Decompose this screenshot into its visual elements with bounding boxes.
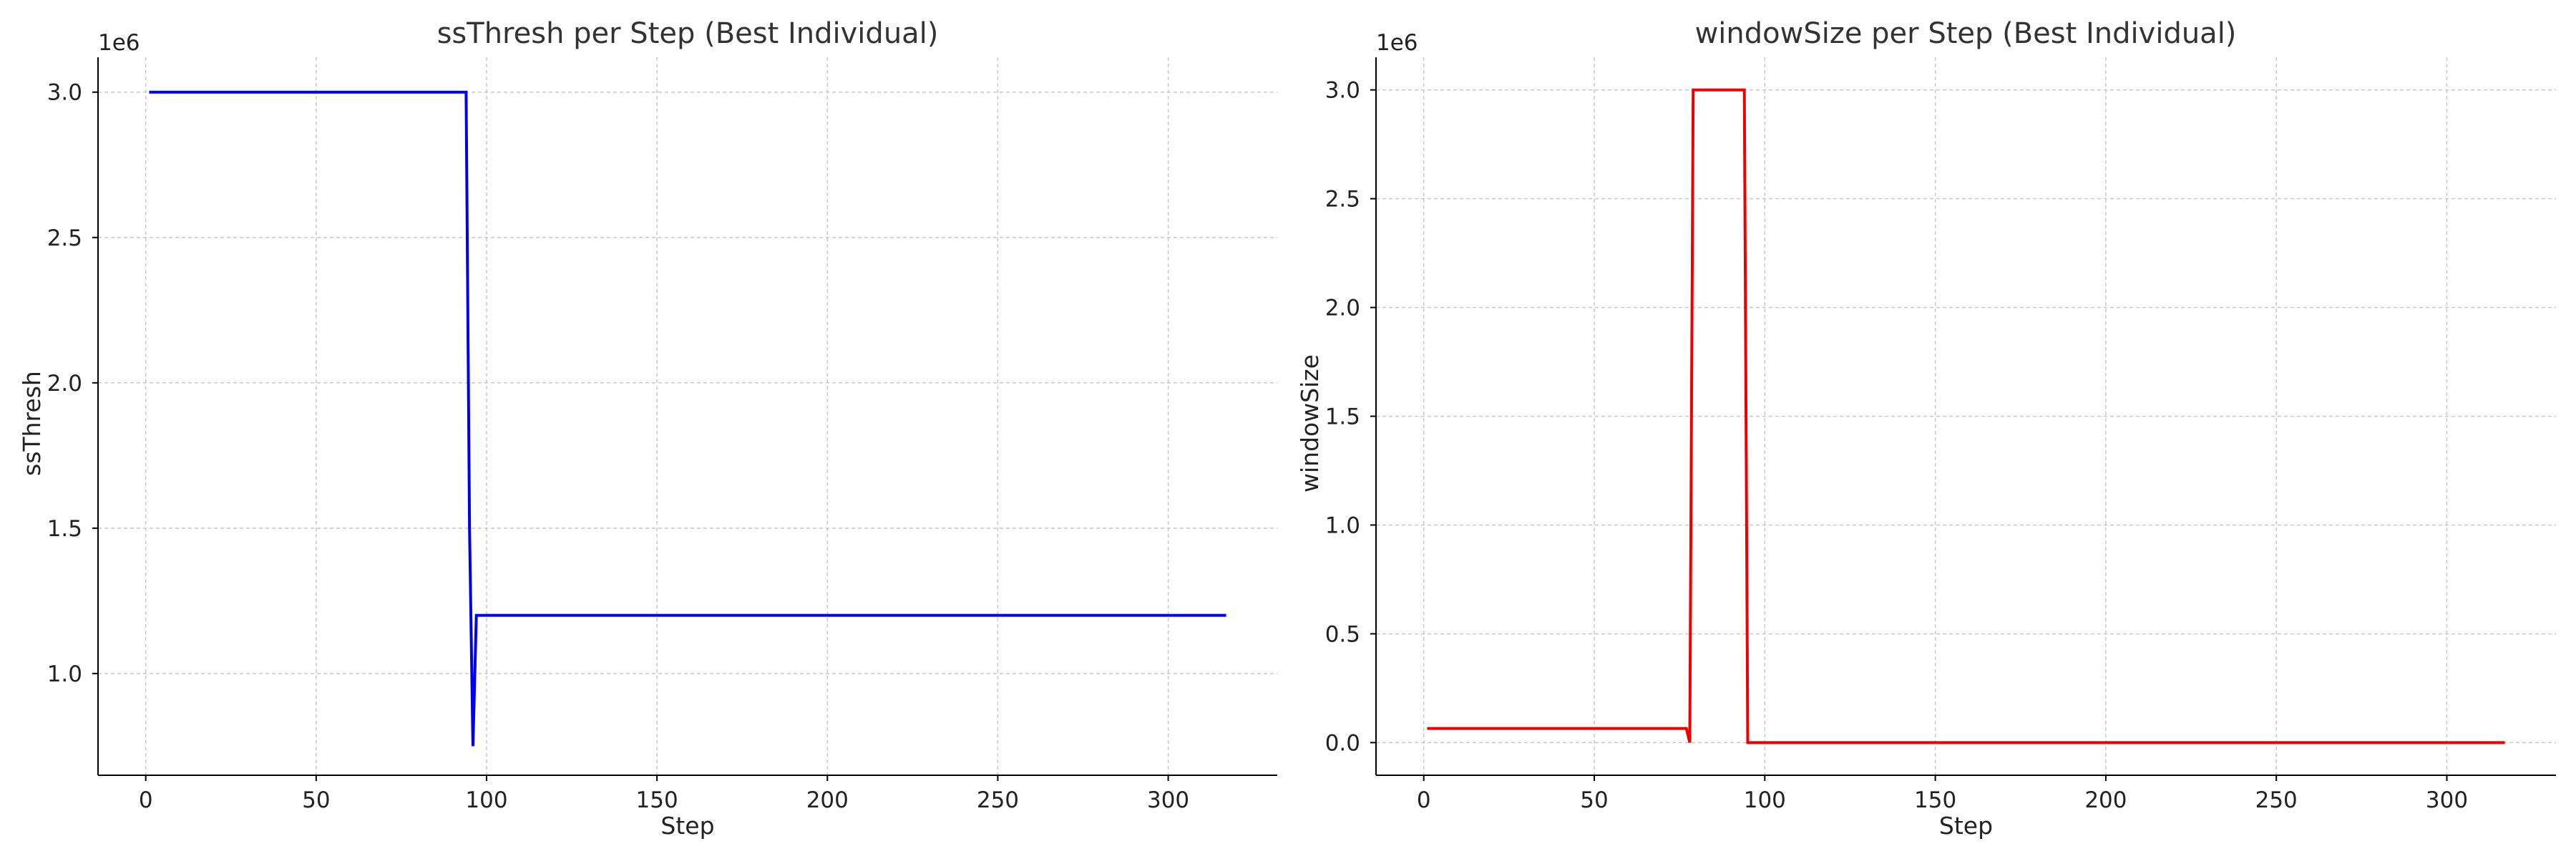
x-tick-label: 150 (1914, 787, 1956, 813)
y-tick-label: 1.0 (1325, 513, 1360, 538)
x-tick-label: 100 (1744, 787, 1786, 813)
x-tick-label: 50 (1580, 787, 1608, 813)
x-tick-label: 250 (2255, 787, 2298, 813)
y-axis-label: ssThresh (18, 371, 46, 476)
x-tick-label: 0 (139, 787, 153, 813)
y-offset-label: 1e6 (98, 30, 140, 56)
x-tick-label: 300 (2426, 787, 2468, 813)
chart-windowsize: 0 50 100 150 200 250 300 0.0 0.5 1.0 1.5 2.0 2.5 3.0 1… (1296, 17, 2556, 840)
chart-title: windowSize per Step (Best Individual) (1695, 17, 2237, 50)
y-tick-label: 3.0 (1325, 78, 1360, 104)
x-tick-label: 200 (2084, 787, 2127, 813)
x-tick-label: 300 (1147, 787, 1189, 813)
y-tick-label: 2.5 (1325, 187, 1360, 213)
y-offset-label: 1e6 (1376, 30, 1418, 56)
y-tick-label: 2.5 (47, 225, 82, 251)
y-tick-label: 0.5 (1325, 621, 1360, 647)
y-tick-label: 2.0 (1325, 296, 1360, 321)
x-tick-label: 150 (636, 787, 678, 813)
x-tick-label: 250 (977, 787, 1019, 813)
y-tick-label: 3.0 (47, 80, 82, 106)
x-axis-label: Step (660, 812, 714, 840)
y-tick-label: 1.5 (1325, 404, 1360, 430)
y-tick-label: 2.0 (47, 371, 82, 397)
x-tick-label: 0 (1417, 787, 1431, 813)
y-tick-label: 1.5 (47, 516, 82, 542)
y-tick-label: 0.0 (1325, 730, 1360, 756)
x-axis-label: Step (1939, 812, 1993, 840)
series-line (149, 90, 1226, 747)
series-line (1427, 88, 2505, 744)
chart-title: ssThresh per Step (Best Individual) (437, 17, 939, 50)
x-tick-label: 50 (302, 787, 330, 813)
chart-ssthresh: 0 50 100 150 200 250 300 1.0 1.5 2.0 2.5 3.0 1e6 ssTh… (18, 17, 1277, 840)
y-axis-label: windowSize (1296, 354, 1324, 492)
x-tick-label: 100 (465, 787, 507, 813)
x-tick-label: 200 (806, 787, 849, 813)
y-tick-label: 1.0 (47, 661, 82, 687)
